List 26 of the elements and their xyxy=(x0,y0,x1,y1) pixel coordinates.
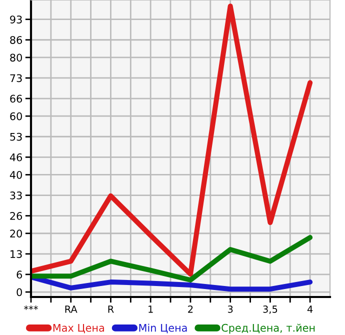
x-tick-label: 4 xyxy=(307,306,313,313)
x-tick-label: RA xyxy=(65,306,78,313)
x-tick-label: 3,5 xyxy=(263,306,278,314)
y-tick-label: 40 xyxy=(10,170,22,179)
legend-label: Max Цена xyxy=(53,324,104,334)
y-tick-label: 86 xyxy=(10,36,22,44)
y-tick-label: 60 xyxy=(10,112,22,120)
y-tick-label: 73 xyxy=(10,74,22,82)
y-tick-label: 0 xyxy=(16,288,22,296)
y-tick-label: 13 xyxy=(10,250,22,258)
x-tick-label: 2 xyxy=(188,306,193,313)
y-tick-label: 53 xyxy=(10,132,22,141)
y-tick-label: 6 xyxy=(16,270,22,279)
x-tick-label: R xyxy=(108,306,114,313)
legend-label: Min Цена xyxy=(139,324,187,334)
y-tick-label: 20 xyxy=(10,230,22,238)
y-tick-label: 46 xyxy=(10,153,22,162)
legend-label: Сред.Цена, т.йен xyxy=(222,324,315,334)
y-tick-label: 80 xyxy=(10,54,22,62)
y-tick-label: 26 xyxy=(10,212,22,220)
y-tick-label: 93 xyxy=(10,16,22,24)
y-tick-label: 66 xyxy=(10,94,22,103)
x-tick-label: *** xyxy=(24,306,38,310)
y-tick-label: 33 xyxy=(10,191,22,200)
x-tick-label: 1 xyxy=(148,306,153,313)
x-tick-label: 3 xyxy=(228,306,233,313)
